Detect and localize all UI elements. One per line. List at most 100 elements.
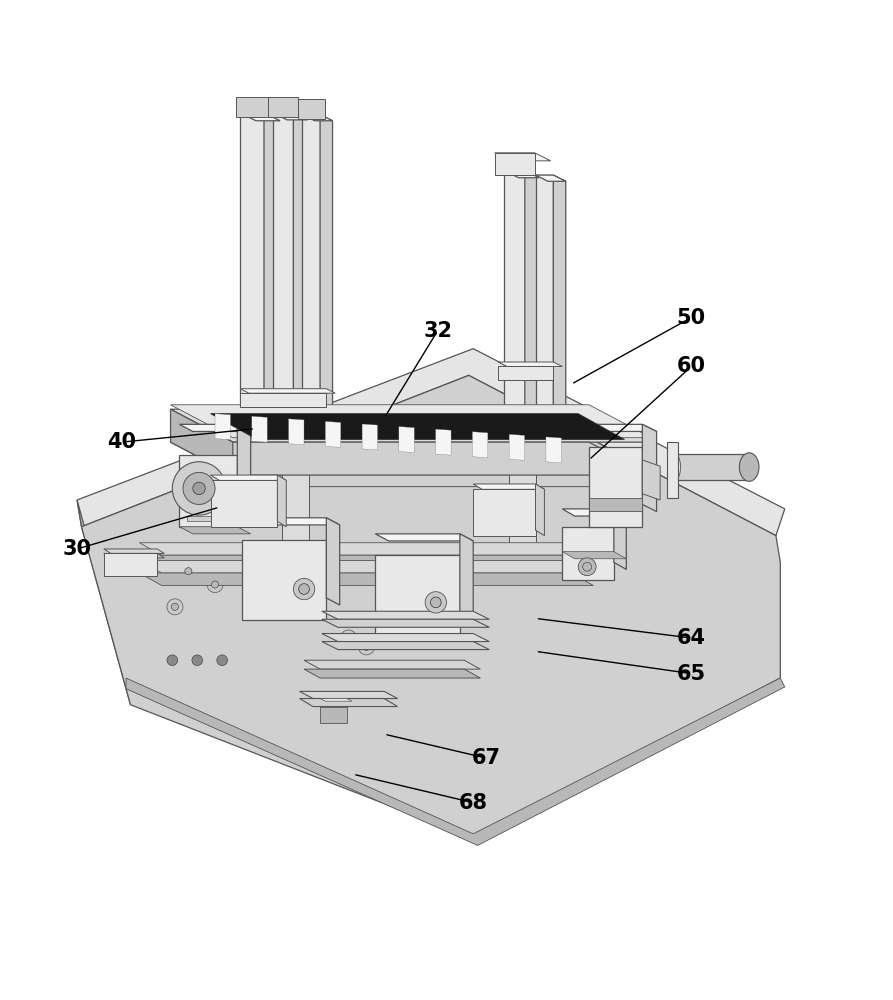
Polygon shape [242, 518, 339, 525]
Polygon shape [104, 553, 164, 558]
Circle shape [207, 577, 223, 593]
Circle shape [167, 599, 183, 615]
Polygon shape [211, 480, 278, 527]
Polygon shape [242, 540, 326, 620]
Polygon shape [282, 460, 308, 562]
Polygon shape [77, 349, 785, 536]
Polygon shape [325, 421, 341, 447]
Polygon shape [505, 171, 539, 178]
Circle shape [183, 472, 215, 504]
Text: 32: 32 [423, 321, 452, 341]
Polygon shape [240, 113, 264, 424]
Polygon shape [300, 699, 397, 707]
Circle shape [294, 578, 314, 600]
Polygon shape [240, 393, 326, 407]
Text: 50: 50 [677, 308, 705, 328]
Polygon shape [589, 447, 642, 527]
Text: 64: 64 [677, 628, 705, 648]
Polygon shape [139, 573, 593, 585]
Polygon shape [673, 454, 749, 480]
Polygon shape [139, 543, 593, 555]
Polygon shape [139, 561, 593, 573]
Polygon shape [473, 489, 536, 536]
Polygon shape [613, 509, 626, 569]
Polygon shape [278, 460, 633, 473]
Polygon shape [264, 113, 280, 432]
Polygon shape [215, 414, 230, 440]
Circle shape [579, 558, 596, 576]
Circle shape [192, 655, 203, 666]
Polygon shape [179, 424, 251, 431]
Polygon shape [536, 484, 545, 536]
Polygon shape [298, 99, 324, 119]
Polygon shape [304, 660, 480, 669]
Polygon shape [104, 549, 164, 553]
Polygon shape [321, 642, 489, 650]
Text: 40: 40 [107, 432, 136, 452]
Polygon shape [473, 484, 545, 489]
Polygon shape [326, 518, 339, 605]
Circle shape [212, 581, 219, 588]
Polygon shape [498, 366, 554, 380]
Polygon shape [171, 409, 651, 442]
Polygon shape [375, 534, 473, 541]
Polygon shape [300, 691, 397, 699]
Circle shape [345, 634, 352, 642]
Polygon shape [81, 375, 780, 838]
Polygon shape [554, 175, 566, 437]
Polygon shape [320, 707, 346, 723]
Polygon shape [505, 171, 525, 427]
Circle shape [430, 597, 441, 608]
Polygon shape [460, 534, 473, 619]
Polygon shape [546, 437, 562, 463]
Polygon shape [563, 552, 626, 559]
Polygon shape [321, 611, 489, 619]
Polygon shape [589, 498, 642, 511]
Polygon shape [269, 97, 298, 117]
Polygon shape [211, 414, 624, 439]
Polygon shape [236, 97, 269, 117]
Text: 65: 65 [677, 664, 705, 684]
Polygon shape [273, 113, 307, 120]
Circle shape [180, 563, 196, 579]
Text: 68: 68 [459, 793, 488, 813]
Circle shape [583, 562, 591, 571]
Polygon shape [642, 460, 660, 500]
Polygon shape [240, 113, 280, 121]
Polygon shape [77, 500, 130, 705]
Polygon shape [104, 553, 157, 576]
Circle shape [172, 462, 226, 515]
Polygon shape [211, 475, 287, 480]
Polygon shape [667, 442, 678, 498]
Circle shape [425, 592, 446, 613]
Ellipse shape [668, 454, 680, 480]
Text: 67: 67 [472, 748, 501, 768]
Circle shape [171, 603, 179, 610]
Polygon shape [589, 424, 656, 431]
Circle shape [185, 568, 192, 575]
Polygon shape [320, 699, 352, 701]
Polygon shape [304, 669, 480, 678]
Polygon shape [399, 427, 414, 453]
Polygon shape [171, 442, 651, 475]
Polygon shape [303, 115, 332, 121]
Polygon shape [278, 473, 633, 487]
Circle shape [217, 655, 228, 666]
Polygon shape [509, 472, 536, 571]
Polygon shape [362, 424, 378, 450]
Polygon shape [288, 419, 304, 445]
Polygon shape [171, 405, 651, 438]
Polygon shape [252, 416, 267, 442]
Polygon shape [536, 175, 554, 431]
Circle shape [340, 630, 356, 646]
Circle shape [358, 639, 374, 655]
Polygon shape [240, 389, 335, 393]
Polygon shape [525, 171, 539, 434]
Polygon shape [509, 434, 524, 460]
Polygon shape [472, 432, 488, 458]
Polygon shape [321, 619, 489, 627]
Polygon shape [320, 115, 332, 435]
Polygon shape [187, 516, 215, 521]
Circle shape [167, 655, 178, 666]
Text: 30: 30 [63, 539, 92, 559]
